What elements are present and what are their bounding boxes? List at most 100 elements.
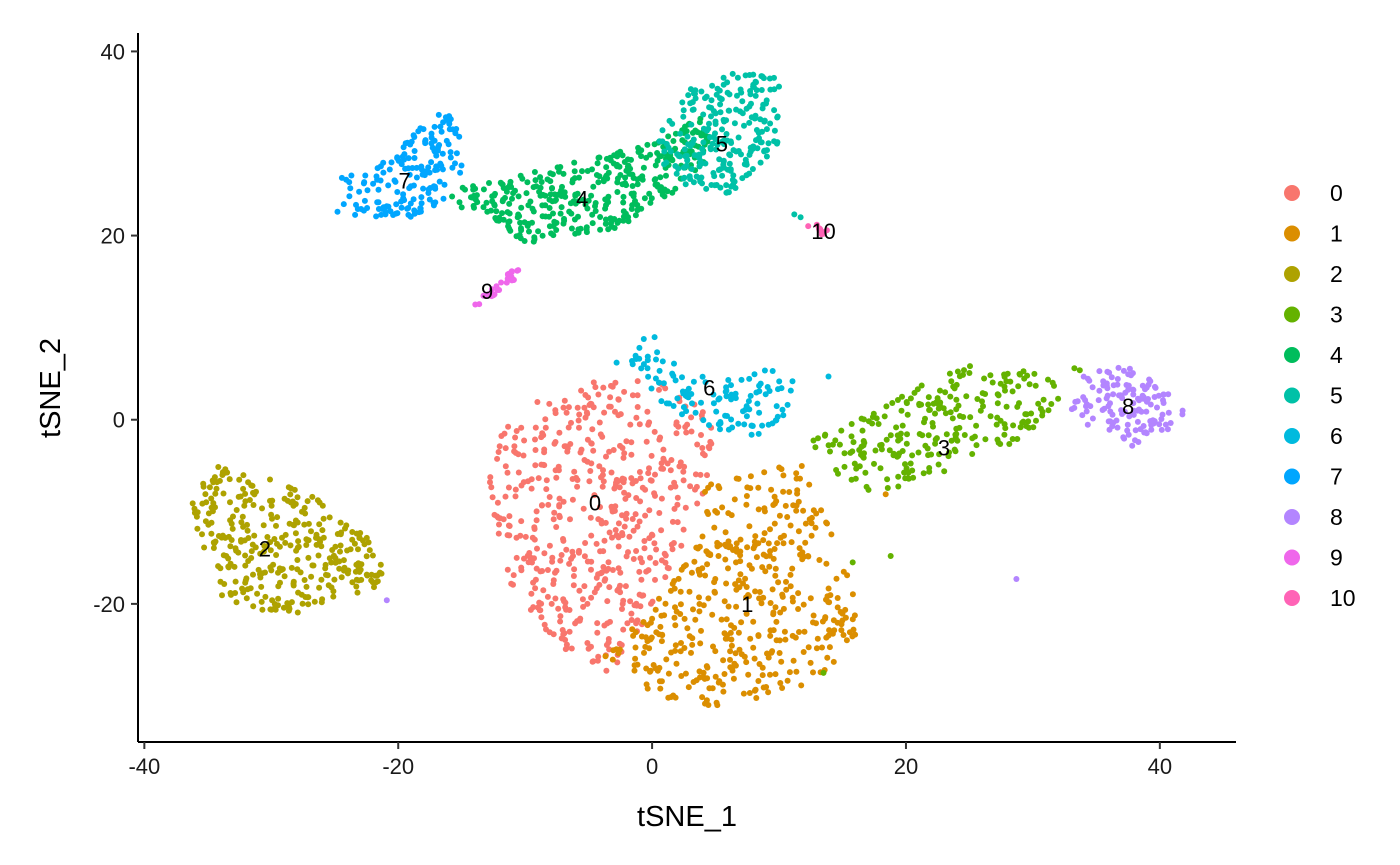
point-cluster-7 bbox=[440, 119, 447, 126]
point-cluster-1 bbox=[681, 615, 688, 622]
point-cluster-1 bbox=[806, 481, 813, 488]
point-cluster-0 bbox=[627, 598, 634, 605]
point-cluster-2 bbox=[330, 593, 337, 600]
point-cluster-3 bbox=[904, 411, 911, 418]
x-tick-label: 40 bbox=[1148, 754, 1172, 779]
point-cluster-2 bbox=[271, 536, 278, 542]
point-cluster-2 bbox=[308, 573, 315, 580]
point-cluster-5 bbox=[713, 146, 719, 153]
point-cluster-0 bbox=[539, 502, 545, 509]
point-cluster-3 bbox=[810, 437, 817, 444]
point-cluster-0 bbox=[566, 560, 573, 567]
point-cluster-7 bbox=[441, 181, 448, 188]
point-cluster-3 bbox=[904, 475, 911, 482]
point-cluster-3 bbox=[919, 432, 926, 439]
point-cluster-0 bbox=[656, 386, 662, 393]
point-cluster-0 bbox=[633, 414, 640, 421]
point-cluster-5 bbox=[757, 159, 764, 166]
point-cluster-0 bbox=[687, 483, 694, 490]
point-cluster-8 bbox=[1103, 395, 1110, 402]
point-cluster-6 bbox=[779, 406, 786, 413]
point-cluster-6 bbox=[735, 420, 742, 427]
point-cluster-5 bbox=[720, 74, 727, 81]
point-cluster-7 bbox=[435, 111, 442, 118]
point-cluster-3 bbox=[918, 382, 925, 389]
point-cluster-2 bbox=[298, 591, 305, 598]
point-cluster-0 bbox=[660, 446, 667, 453]
point-cluster-1 bbox=[787, 522, 794, 529]
point-cluster-0 bbox=[526, 550, 533, 556]
point-cluster-7 bbox=[420, 126, 427, 133]
point-cluster-0 bbox=[629, 392, 636, 399]
point-cluster-4 bbox=[572, 230, 579, 237]
point-cluster-1 bbox=[767, 671, 773, 678]
point-cluster-0 bbox=[541, 462, 548, 469]
point-cluster-3 bbox=[872, 447, 879, 454]
point-cluster-0 bbox=[527, 606, 534, 613]
point-cluster-2 bbox=[355, 546, 361, 553]
point-cluster-1 bbox=[755, 633, 762, 639]
point-cluster-2 bbox=[316, 521, 323, 528]
point-cluster-0 bbox=[552, 595, 559, 602]
point-cluster-1 bbox=[824, 654, 831, 661]
point-cluster-0 bbox=[550, 581, 557, 587]
point-cluster-1 bbox=[743, 501, 750, 508]
point-cluster-6 bbox=[747, 392, 754, 399]
point-cluster-2 bbox=[267, 476, 273, 483]
point-cluster-0 bbox=[648, 452, 655, 459]
point-cluster-2 bbox=[220, 490, 227, 497]
point-cluster-0 bbox=[532, 576, 539, 583]
point-cluster-6 bbox=[651, 334, 658, 341]
point-cluster-1 bbox=[819, 644, 825, 651]
point-cluster-7 bbox=[375, 199, 382, 206]
point-cluster-1 bbox=[715, 553, 722, 559]
point-cluster-2 bbox=[281, 495, 288, 502]
point-cluster-4 bbox=[531, 234, 538, 241]
point-cluster-0 bbox=[565, 424, 572, 431]
point-cluster-0 bbox=[489, 494, 496, 501]
point-cluster-5 bbox=[750, 145, 756, 152]
point-cluster-5 bbox=[713, 91, 720, 98]
point-cluster-4 bbox=[637, 175, 644, 182]
point-cluster-6 bbox=[648, 385, 655, 392]
point-cluster-4 bbox=[651, 176, 658, 183]
point-cluster-5 bbox=[734, 92, 740, 99]
point-cluster-0 bbox=[700, 450, 706, 457]
point-cluster-2 bbox=[259, 570, 266, 577]
point-cluster-1 bbox=[767, 548, 774, 555]
point-cluster-0 bbox=[566, 607, 573, 613]
point-cluster-0 bbox=[674, 494, 681, 501]
point-cluster-0 bbox=[669, 518, 676, 525]
point-cluster-6 bbox=[746, 375, 753, 382]
point-cluster-2 bbox=[355, 577, 362, 584]
point-cluster-9 bbox=[510, 277, 517, 283]
point-cluster-0 bbox=[634, 404, 641, 410]
point-cluster-7 bbox=[411, 134, 418, 140]
point-cluster-1 bbox=[746, 690, 753, 696]
point-cluster-5 bbox=[681, 146, 688, 153]
point-cluster-4 bbox=[646, 190, 653, 197]
point-cluster-1 bbox=[699, 694, 706, 701]
point-cluster-6 bbox=[748, 431, 755, 438]
point-cluster-1 bbox=[648, 634, 655, 641]
legend-label-8: 8 bbox=[1330, 504, 1343, 530]
cluster-label-2: 2 bbox=[259, 537, 271, 562]
point-cluster-4 bbox=[648, 195, 655, 202]
point-cluster-1 bbox=[852, 631, 859, 638]
point-cluster-0 bbox=[568, 419, 574, 426]
point-cluster-0 bbox=[634, 523, 641, 530]
point-cluster-8 bbox=[1132, 427, 1139, 434]
point-cluster-1 bbox=[813, 645, 820, 652]
point-cluster-2 bbox=[240, 472, 247, 479]
point-cluster-2 bbox=[305, 601, 312, 608]
point-cluster-5 bbox=[746, 103, 753, 110]
point-cluster-3 bbox=[956, 413, 963, 419]
point-cluster-0 bbox=[613, 476, 620, 483]
point-cluster-7 bbox=[377, 177, 384, 184]
point-cluster-6 bbox=[710, 391, 717, 398]
point-cluster-2 bbox=[294, 557, 301, 563]
point-cluster-3 bbox=[971, 433, 978, 440]
point-cluster-4 bbox=[526, 228, 532, 235]
point-cluster-5 bbox=[723, 182, 730, 189]
point-cluster-1 bbox=[783, 586, 790, 593]
